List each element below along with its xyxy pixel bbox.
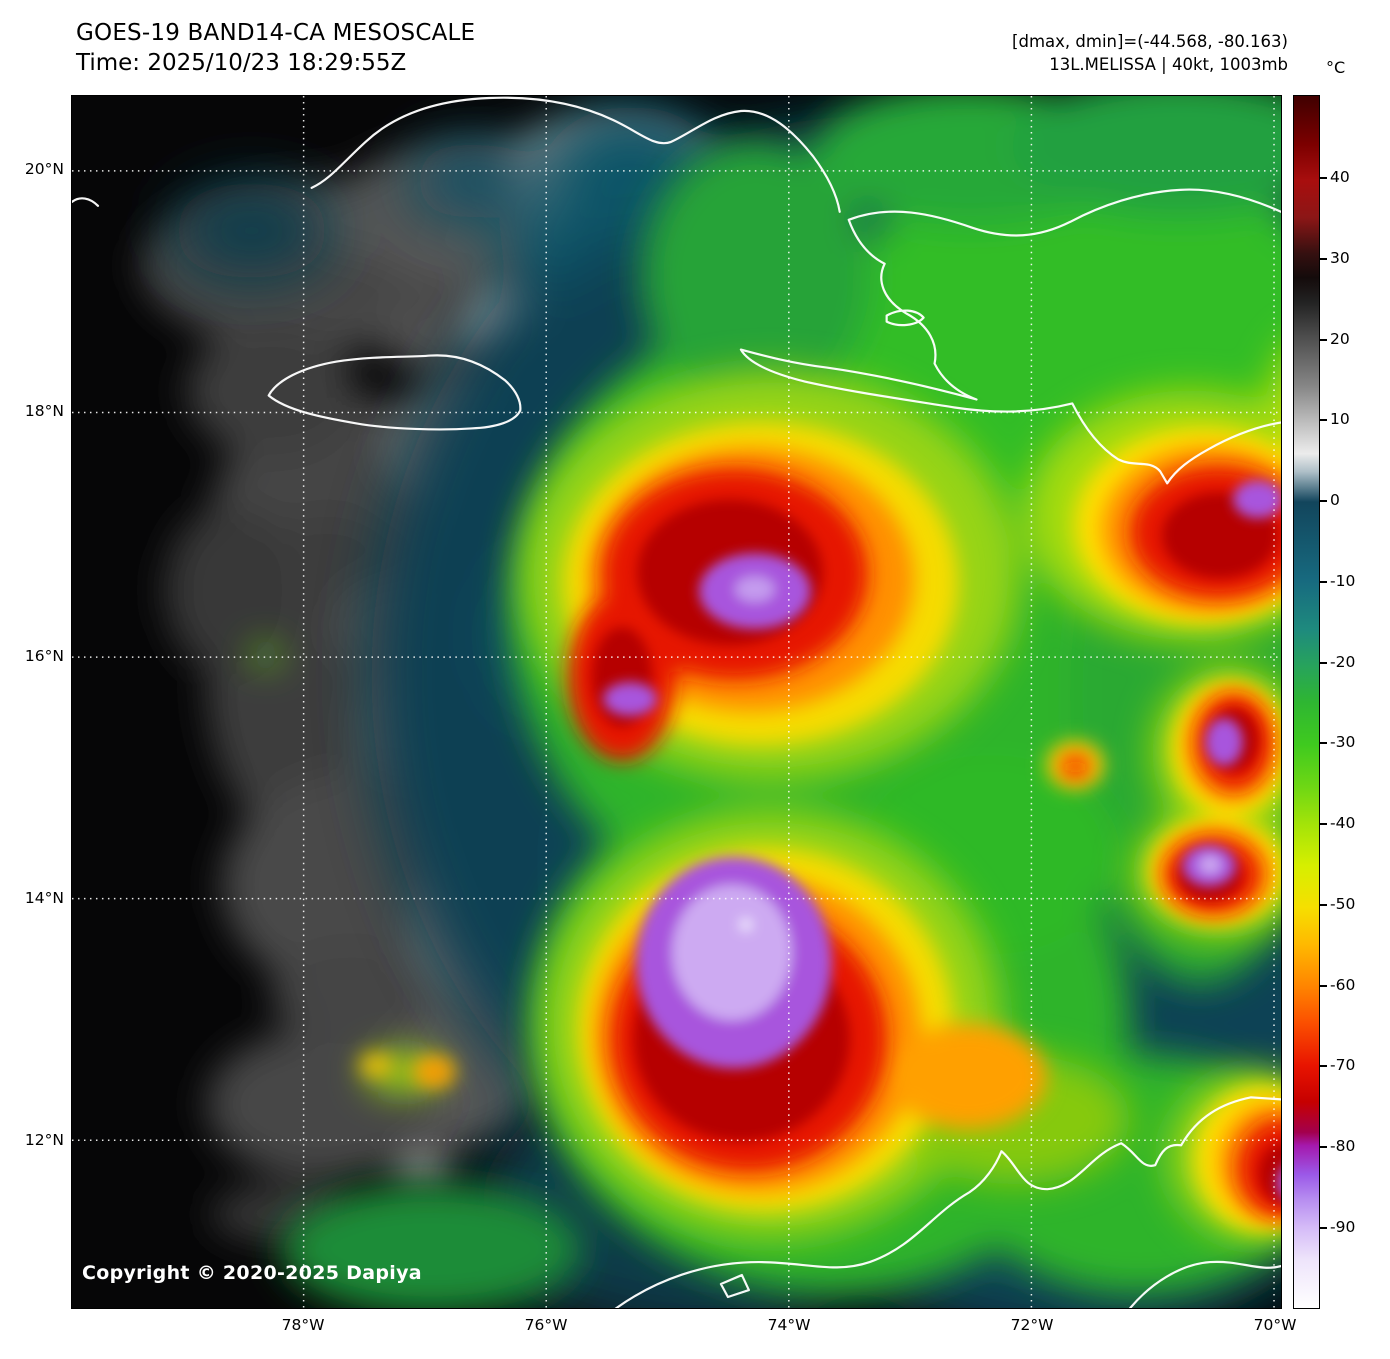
lat-label: 14°N (24, 889, 64, 907)
colorbar-tick-label: -50 (1319, 895, 1378, 913)
satellite-imagery (72, 96, 1281, 1308)
header-info: [dmax, dmin]=(-44.568, -80.163) 13L.MELI… (1012, 30, 1288, 76)
colorbar-tick-label: -60 (1319, 976, 1378, 994)
colorbar-tick-label: 30 (1319, 249, 1378, 267)
colorbar-unit-label: °C (1326, 58, 1346, 77)
temperature-colorbar (1293, 95, 1320, 1309)
colorbar-tick-label: -80 (1319, 1137, 1378, 1155)
colorbar-tick-label: 40 (1319, 168, 1378, 186)
colorbar-tick-label: -90 (1319, 1218, 1378, 1236)
colorbar-tick-label: -20 (1319, 653, 1378, 671)
lon-label: 70°W (1253, 1316, 1297, 1334)
colorbar-tick-label: -70 (1319, 1056, 1378, 1074)
graticule-grid (72, 96, 1281, 1308)
jamaica-coastline (267, 354, 522, 431)
south-america-coastline (614, 1096, 1281, 1308)
lon-label: 78°W (281, 1316, 325, 1334)
lat-label: 18°N (24, 402, 64, 420)
colorbar-tick-label: -10 (1319, 572, 1378, 590)
lat-label: 12°N (24, 1131, 64, 1149)
colorbar-gradient (1294, 96, 1319, 1308)
lon-label: 74°W (767, 1316, 811, 1334)
map-plot-area: Copyright © 2020-2025 Dapiya (71, 95, 1282, 1309)
copyright-watermark: Copyright © 2020-2025 Dapiya (82, 1262, 422, 1284)
lon-label: 76°W (524, 1316, 568, 1334)
colorbar-tick-label: -30 (1319, 733, 1378, 751)
colorbar-tick-label: 20 (1319, 330, 1378, 348)
storm-coldest-tops (603, 480, 1281, 1196)
page-title: GOES-19 BAND14-CA MESOSCALE (76, 20, 476, 46)
cuba-coastline (72, 96, 841, 213)
storm-info: 13L.MELISSA | 40kt, 1003mb (1049, 55, 1288, 74)
lon-label: 72°W (1010, 1316, 1054, 1334)
dmax-dmin-readout: [dmax, dmin]=(-44.568, -80.163) (1012, 32, 1288, 51)
timestamp: Time: 2025/10/23 18:29:55Z (76, 50, 407, 76)
colorbar-tick-label: -40 (1319, 814, 1378, 832)
colorbar-tick-label: 10 (1319, 410, 1378, 428)
lat-label: 16°N (24, 647, 64, 665)
hispaniola-coastline (739, 188, 1281, 485)
lat-label: 20°N (24, 160, 64, 178)
colorbar-tick-label: 0 (1319, 491, 1378, 509)
